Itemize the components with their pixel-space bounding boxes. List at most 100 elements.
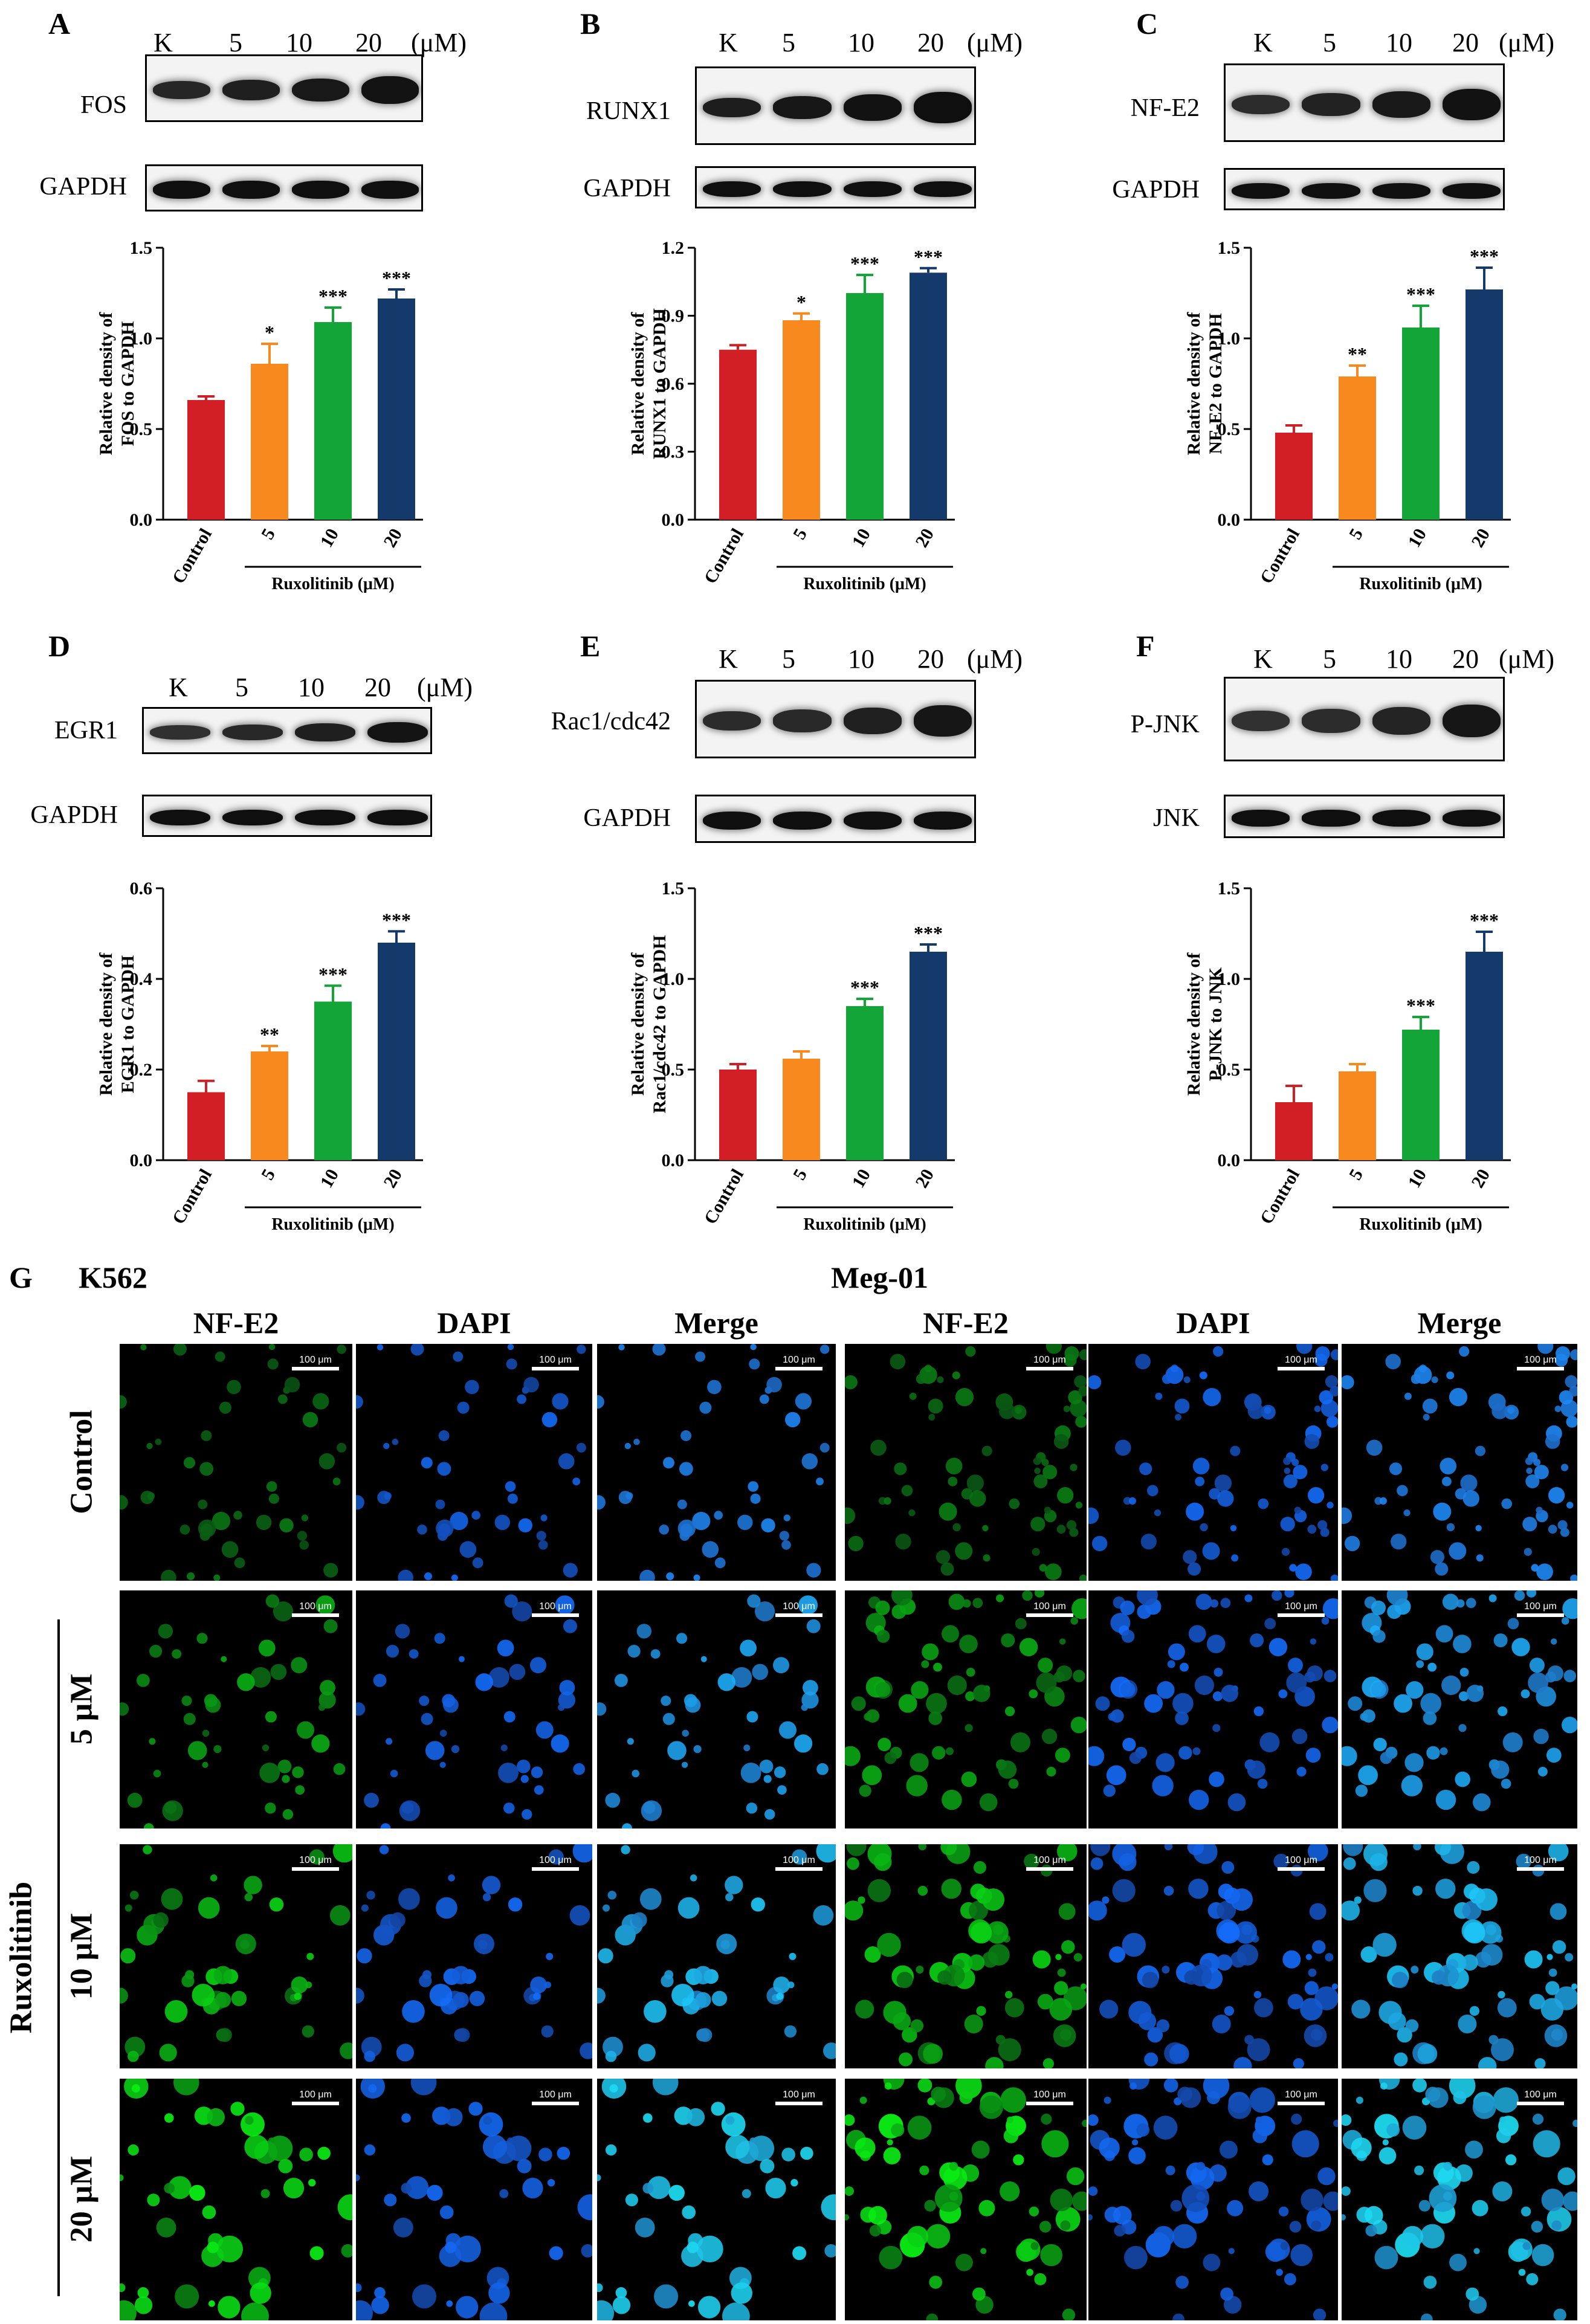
cell (410, 2079, 437, 2096)
cell (1045, 1344, 1062, 1354)
cell (120, 2283, 126, 2293)
cell (959, 2091, 973, 2105)
cell (982, 1525, 989, 1532)
cell (1435, 1879, 1456, 1899)
cell (1217, 1900, 1236, 1920)
cell (1066, 2167, 1085, 2186)
scale-bar-line (775, 1367, 822, 1370)
cell (120, 1987, 128, 2004)
cell (547, 2179, 555, 2187)
cell (742, 2189, 751, 2198)
cell (936, 1550, 951, 1564)
cell (164, 2113, 174, 2123)
scale-bar: 100 μm (532, 2090, 579, 2105)
cell (846, 1844, 867, 1856)
cell (721, 2112, 746, 2137)
x-category-label: 20 (911, 1166, 938, 1191)
cell (1540, 1998, 1564, 2021)
cell (1380, 1752, 1392, 1764)
target-blot-name: FOS (80, 91, 127, 119)
cell (494, 1514, 510, 1531)
cell (134, 2296, 153, 2314)
band (773, 709, 832, 732)
cell (1221, 1861, 1235, 1874)
cell (577, 2194, 592, 2221)
cell (1511, 1638, 1530, 1656)
cell (1356, 2096, 1363, 2104)
cell (1301, 2189, 1323, 2212)
cell (1029, 2206, 1039, 2216)
western-blot-target (695, 680, 976, 758)
y-axis-label: Relative density of Rac1/cdc42 to GAPDH (628, 935, 670, 1114)
cell (1183, 1376, 1191, 1383)
cell (1553, 2308, 1566, 2320)
cell (779, 1721, 797, 1739)
cell (297, 1721, 314, 1739)
cell (472, 1557, 483, 1569)
western-blot-control (145, 164, 423, 211)
cell (412, 2284, 436, 2309)
cell (1230, 1525, 1237, 1532)
y-tick-label: 0.0 (130, 510, 153, 530)
cell (520, 1775, 529, 1783)
cell (632, 1769, 639, 1778)
cell (234, 1557, 245, 1569)
concentration-unit: (μM) (967, 644, 1023, 674)
cell (928, 1413, 936, 1421)
cell (260, 2189, 270, 2198)
cell (1088, 1746, 1105, 1766)
cell (633, 1438, 640, 1445)
cell (783, 1514, 790, 1522)
cell (173, 1344, 187, 1356)
cell (1291, 1459, 1299, 1466)
y-tick-label: 0.0 (130, 1151, 153, 1170)
cell (1309, 1903, 1327, 1920)
cell (636, 1624, 651, 1639)
cell (1073, 1670, 1085, 1682)
cell (1322, 1598, 1338, 1619)
cell (1312, 1940, 1326, 1954)
cell (931, 2087, 946, 2102)
band (1232, 182, 1290, 199)
cell (120, 2174, 124, 2181)
cell (893, 2012, 911, 2030)
cell (1000, 2181, 1020, 2201)
cell (845, 2114, 855, 2126)
x-category-label: Control (169, 525, 216, 587)
cell (444, 2241, 457, 2253)
cell (1178, 1746, 1192, 1760)
cell (750, 1344, 757, 1351)
cell (965, 1691, 975, 1702)
cell (740, 1763, 761, 1783)
cell (1488, 1594, 1497, 1603)
cell (667, 1741, 687, 1760)
cell (647, 2176, 671, 2200)
cell (309, 2246, 324, 2261)
cell (213, 1966, 233, 1984)
cell (1385, 1354, 1401, 1370)
cell (1293, 1465, 1308, 1480)
cell (1152, 2226, 1175, 2247)
cell (968, 1954, 985, 1971)
cell (577, 1344, 586, 1354)
cell (168, 2176, 192, 2200)
scale-bar-line (1026, 2102, 1073, 2105)
cell (1308, 1844, 1328, 1862)
cell (392, 1438, 399, 1445)
cell (569, 1905, 590, 1926)
cell (311, 1734, 330, 1753)
cell (1004, 1706, 1015, 1717)
cell (1035, 1590, 1045, 1598)
cell (1090, 1857, 1104, 1870)
cell (1435, 1625, 1453, 1643)
cell (1319, 1390, 1333, 1405)
cell (202, 1761, 208, 1768)
cell (1165, 2165, 1175, 2175)
cell (153, 1912, 169, 1928)
micrograph: 100 μm (356, 1844, 592, 2068)
cell (219, 1401, 231, 1414)
band (1372, 91, 1430, 118)
cell (819, 1442, 830, 1453)
western-blot-target (695, 66, 976, 145)
y-axis-label-line1: Relative density of (1184, 952, 1204, 1096)
